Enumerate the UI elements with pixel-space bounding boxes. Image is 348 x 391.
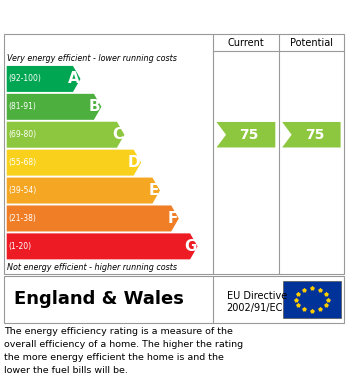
Polygon shape (7, 122, 124, 148)
Text: A: A (68, 72, 79, 86)
Text: Energy Efficiency Rating: Energy Efficiency Rating (7, 9, 228, 23)
Text: EU Directive: EU Directive (227, 291, 287, 301)
Text: 75: 75 (240, 128, 259, 142)
Text: (69-80): (69-80) (8, 130, 37, 139)
Text: (55-68): (55-68) (8, 158, 37, 167)
Text: E: E (149, 183, 159, 198)
Polygon shape (7, 150, 141, 176)
Text: (39-54): (39-54) (8, 186, 37, 195)
Text: England & Wales: England & Wales (14, 291, 184, 308)
Text: 2002/91/EC: 2002/91/EC (227, 303, 283, 313)
Text: (92-100): (92-100) (8, 74, 41, 83)
Polygon shape (7, 66, 80, 92)
Polygon shape (282, 122, 341, 147)
Text: (81-91): (81-91) (8, 102, 36, 111)
Text: Not energy efficient - higher running costs: Not energy efficient - higher running co… (7, 263, 177, 272)
Text: 75: 75 (305, 128, 324, 142)
Text: C: C (112, 127, 124, 142)
Text: Current: Current (228, 38, 264, 48)
Polygon shape (7, 205, 179, 231)
Bar (283, 281, 341, 318)
Text: G: G (184, 239, 197, 254)
Text: The energy efficiency rating is a measure of the
overall efficiency of a home. T: The energy efficiency rating is a measur… (4, 327, 243, 375)
Polygon shape (7, 178, 160, 204)
Text: B: B (89, 99, 100, 114)
Text: (1-20): (1-20) (8, 242, 32, 251)
Text: D: D (127, 155, 140, 170)
Text: F: F (167, 211, 178, 226)
Text: Very energy efficient - lower running costs: Very energy efficient - lower running co… (7, 54, 177, 63)
Text: (21-38): (21-38) (8, 214, 36, 223)
Text: Potential: Potential (290, 38, 333, 48)
Polygon shape (7, 94, 101, 120)
Polygon shape (216, 122, 275, 147)
Polygon shape (7, 233, 198, 259)
